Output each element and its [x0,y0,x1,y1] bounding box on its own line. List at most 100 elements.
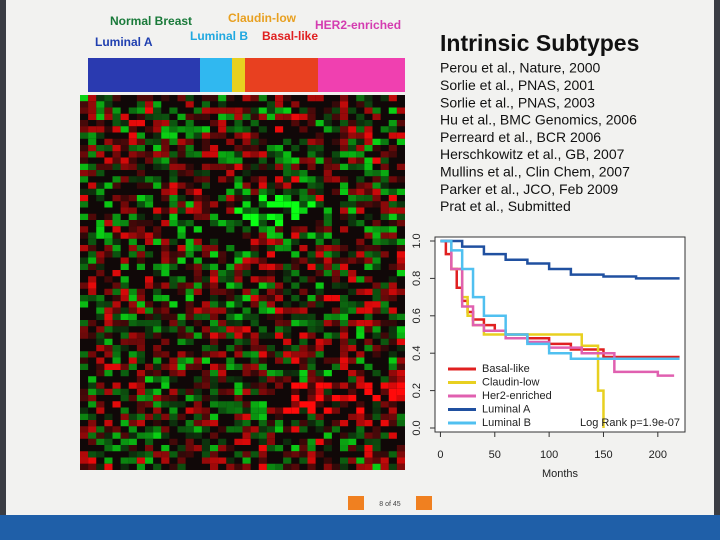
heatmap-cell [193,426,202,433]
heatmap-cell [145,113,154,120]
heatmap-cell [340,313,349,320]
heatmap-cell [242,138,251,145]
heatmap-cell [226,263,235,270]
heatmap-cell [218,457,227,464]
next-button[interactable] [416,496,432,510]
heatmap-cell [128,163,137,170]
heatmap-cell [193,107,202,114]
heatmap-cell [258,257,267,264]
heatmap-cell [128,395,137,402]
heatmap-cell [372,113,381,120]
subtype-label: Claudin-low [228,11,297,25]
heatmap-cell [112,213,121,220]
heatmap-cell [388,370,397,377]
heatmap-cell [185,151,194,158]
heatmap-cell [242,213,251,220]
heatmap-cell [96,301,105,308]
heatmap-cell [275,232,284,239]
legend-label: Her2-enriched [482,390,552,402]
heatmap-cell [185,113,194,120]
heatmap-cell [128,220,137,227]
heatmap-cell [169,357,178,364]
heatmap-cell [323,226,332,233]
heatmap-cell [169,238,178,245]
segment [245,58,318,92]
heatmap-cell [340,257,349,264]
heatmap-cell [185,388,194,395]
heatmap-cell [364,338,373,345]
heatmap-cell [258,138,267,145]
heatmap-cell [80,245,89,252]
heatmap-cell [396,188,405,195]
heatmap-cell [96,257,105,264]
heatmap-cell [331,138,340,145]
heatmap-cell [169,195,178,202]
heatmap-cell [185,295,194,302]
heatmap-cell [210,457,219,464]
heatmap-cell [104,313,113,320]
heatmap-cell [250,426,259,433]
heatmap-cell [258,113,267,120]
heatmap-cell [266,188,275,195]
heatmap-cell [218,195,227,202]
segment [200,58,232,92]
heatmap-cell [307,395,316,402]
heatmap-cell [136,395,145,402]
slide-title: Intrinsic Subtypes [440,30,639,56]
heatmap-cell [88,420,97,427]
heatmap-cell [153,207,162,214]
heatmap-cell [161,382,170,389]
heatmap-cell [88,295,97,302]
heatmap-cell [218,220,227,227]
heatmap-cell [120,257,129,264]
heatmap-cell [258,407,267,414]
heatmap-cell [340,445,349,452]
heatmap-cell [80,145,89,152]
heatmap-cell [145,320,154,327]
heatmap-cell [234,207,243,214]
heatmap-cell [340,270,349,277]
heatmap-cell [275,182,284,189]
heatmap-cell [80,407,89,414]
heatmap-cell [185,95,194,102]
heatmap-cell [315,426,324,433]
heatmap-cell [242,201,251,208]
heatmap-cell [291,313,300,320]
heatmap-cell [201,163,210,170]
heatmap-cell [96,407,105,414]
heatmap-cell [356,201,365,208]
heatmap-cell [283,201,292,208]
heatmap-cell [388,326,397,333]
reference: Hu et al., BMC Genomics, 2006 [440,112,637,128]
heatmap-cell [380,182,389,189]
heatmap-cell [145,363,154,370]
heatmap-cell [96,338,105,345]
heatmap-cell [112,138,121,145]
heatmap-cell [331,151,340,158]
heatmap-cell [96,382,105,389]
heatmap-cell [356,126,365,133]
heatmap-cell [275,445,284,452]
heatmap-cell [136,407,145,414]
heatmap-cell [283,463,292,470]
heatmap-cell [364,263,373,270]
heatmap-cell [356,207,365,214]
heatmap-cell [356,326,365,333]
heatmap-cell [307,457,316,464]
heatmap-cell [258,226,267,233]
heatmap-cell [161,132,170,139]
heatmap-cell [283,182,292,189]
heatmap-cell [226,445,235,452]
heatmap-cell [145,101,154,108]
prev-button[interactable] [348,496,364,510]
heatmap-cell [136,132,145,139]
heatmap-cell [250,363,259,370]
heatmap-cell [96,357,105,364]
heatmap-cell [218,132,227,139]
heatmap-cell [372,176,381,183]
heatmap-cell [136,332,145,339]
heatmap-cell [340,138,349,145]
heatmap-cell [145,251,154,258]
heatmap-cell [331,163,340,170]
heatmap-cell [80,195,89,202]
